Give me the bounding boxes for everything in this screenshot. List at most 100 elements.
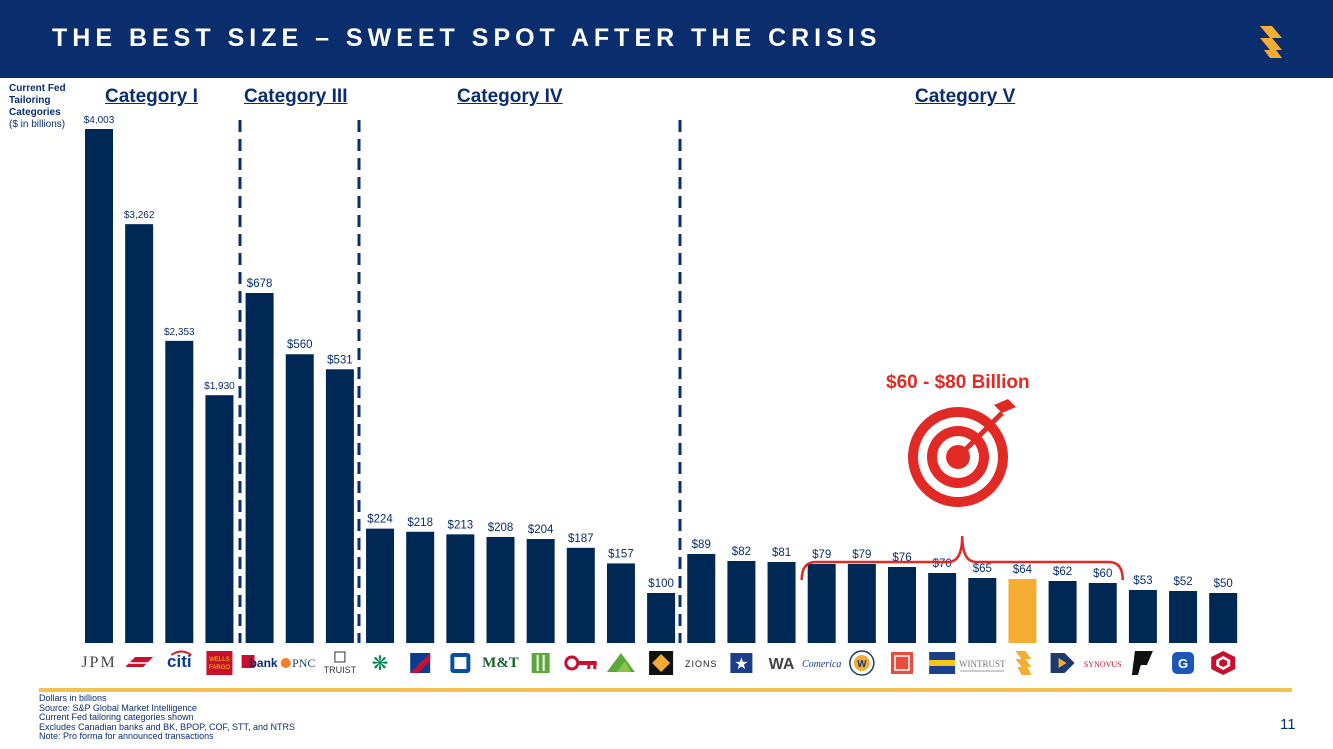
bar [647,593,676,643]
bank-logo-text: Comerica [802,659,841,670]
range-label: $60 - $80 Billion [886,372,1030,393]
bar [807,564,836,643]
keybank-key-icon [564,655,580,671]
footnote-line: Note: Pro forma for announced transactio… [39,731,214,742]
footnote-line: Current Fed tailoring categories shown [39,712,194,723]
bar-value-label: $65 [973,563,992,575]
bar-value-label: $53 [1133,575,1152,587]
fed-tailoring-label: Current Fed Tailoring Categories ($ in b… [9,83,66,131]
bar-value-label: $64 [1013,564,1033,576]
fed-label-line3: Categories [9,107,61,118]
bar [446,534,475,643]
capital-one-logo-swoosh [410,653,431,673]
header-bar: THE BEST SIZE – SWEET SPOT AFTER THE CRI… [0,0,1333,78]
bank-logo-text: bank [250,656,278,670]
bar-value-label: $79 [852,549,871,561]
bar [847,564,876,643]
bar [1008,579,1037,643]
bank-logo-text: WINTRUST [959,659,1006,669]
bar-value-label: $208 [488,522,514,534]
pnc-mark-icon [280,658,291,668]
synovus-logo-icon [1260,26,1282,58]
bar [968,578,997,643]
bar-value-label: $187 [568,533,594,545]
bar [606,563,635,643]
bank-logo-text: WELLS [209,657,229,663]
bank-logo-text: ZIONS [685,659,718,669]
east-west-logo-inner [894,655,910,671]
regions-logo-inner [616,661,631,672]
bank-logo-text: FARGO [209,665,230,671]
bar [687,554,716,643]
bank-logo-text: JPM [81,654,116,671]
valley-logo-inner [1058,658,1067,668]
bar [406,531,435,643]
bank-logo-text: citi [167,652,192,671]
gold-divider [39,688,1292,692]
bar [85,129,113,643]
webster-logo-inner [853,655,870,671]
footnotes: Dollars in billions Source: S&P Global M… [39,693,295,742]
popular-logo-icon [1131,651,1153,675]
bar [125,224,154,643]
dart-fletch [994,399,1016,413]
huntington-logo-icon [531,653,550,673]
bar-value-label: $560 [287,339,313,351]
cullen-frost-mark: G [1178,656,1188,671]
bar-value-label: $52 [1173,576,1192,588]
bar [165,340,194,643]
bar-value-label: $100 [648,578,674,590]
bar-value-label: $79 [812,549,831,561]
commerce-logo-core [1219,659,1228,667]
bok-star: ★ [734,656,748,673]
bar-value-label: $82 [732,546,751,558]
bar [526,539,555,643]
footnote-line: Source: S&P Global Market Intelligence [39,702,197,713]
bar-value-label: $60 [1093,568,1112,580]
bar-value-label: $81 [772,547,791,559]
bok-logo-icon [730,653,753,673]
bar-value-label: $1,930 [204,381,235,392]
synovus-logo-part [1017,667,1032,675]
citi-arc-icon [170,650,192,656]
fifth-third-logo-inner [454,657,467,669]
bank-logo-text: TRUIST [324,665,357,675]
east-west-logo-icon [891,652,913,674]
bank-logo-text: M&T [482,655,519,671]
bar-value-label: $204 [528,524,554,536]
bar-value-label: $2,353 [164,327,195,338]
footnote-line: Excludes Canadian banks and BK, BPOP, CO… [39,721,295,732]
bar [767,562,796,643]
dart-shaft [956,411,1004,459]
fed-label-line2: Tailoring [9,95,51,106]
category-v-header: Category V [915,86,1016,107]
bar-value-label: $62 [1053,566,1072,578]
page-number: 11 [1280,716,1296,733]
first-horizon-diamond [652,654,671,672]
bar [1088,583,1117,643]
bar-value-label: $678 [247,278,273,290]
range-bracket [800,535,1124,581]
fed-label-line1: Current Fed [9,83,66,94]
bar-value-label: $3,262 [124,210,155,221]
synovus-logo-part [1015,659,1032,667]
bar-value-label: $213 [448,519,474,531]
fed-label-line4: ($ in billions) [9,119,66,130]
footnote-line: Dollars in billions [39,693,107,703]
bar [486,536,515,643]
bar [285,354,314,643]
bar-value-label: $50 [1214,578,1233,590]
synovus-logo-icon [1015,651,1032,659]
category-iv-header: Category IV [457,86,563,107]
bar [566,547,595,643]
wells-fargo-logo-icon [206,651,233,675]
bar-value-label: $89 [692,539,711,551]
usbank-shield-icon [241,655,255,668]
page-title: THE BEST SIZE – SWEET SPOT AFTER THE CRI… [52,24,882,52]
bar [1048,581,1077,643]
bar-value-label: $4,003 [84,115,115,126]
bofa-flag-icon [125,657,154,667]
category-iii-header: Category III [244,86,348,107]
bar [1128,590,1157,643]
bar-value-label: $70 [933,558,952,570]
